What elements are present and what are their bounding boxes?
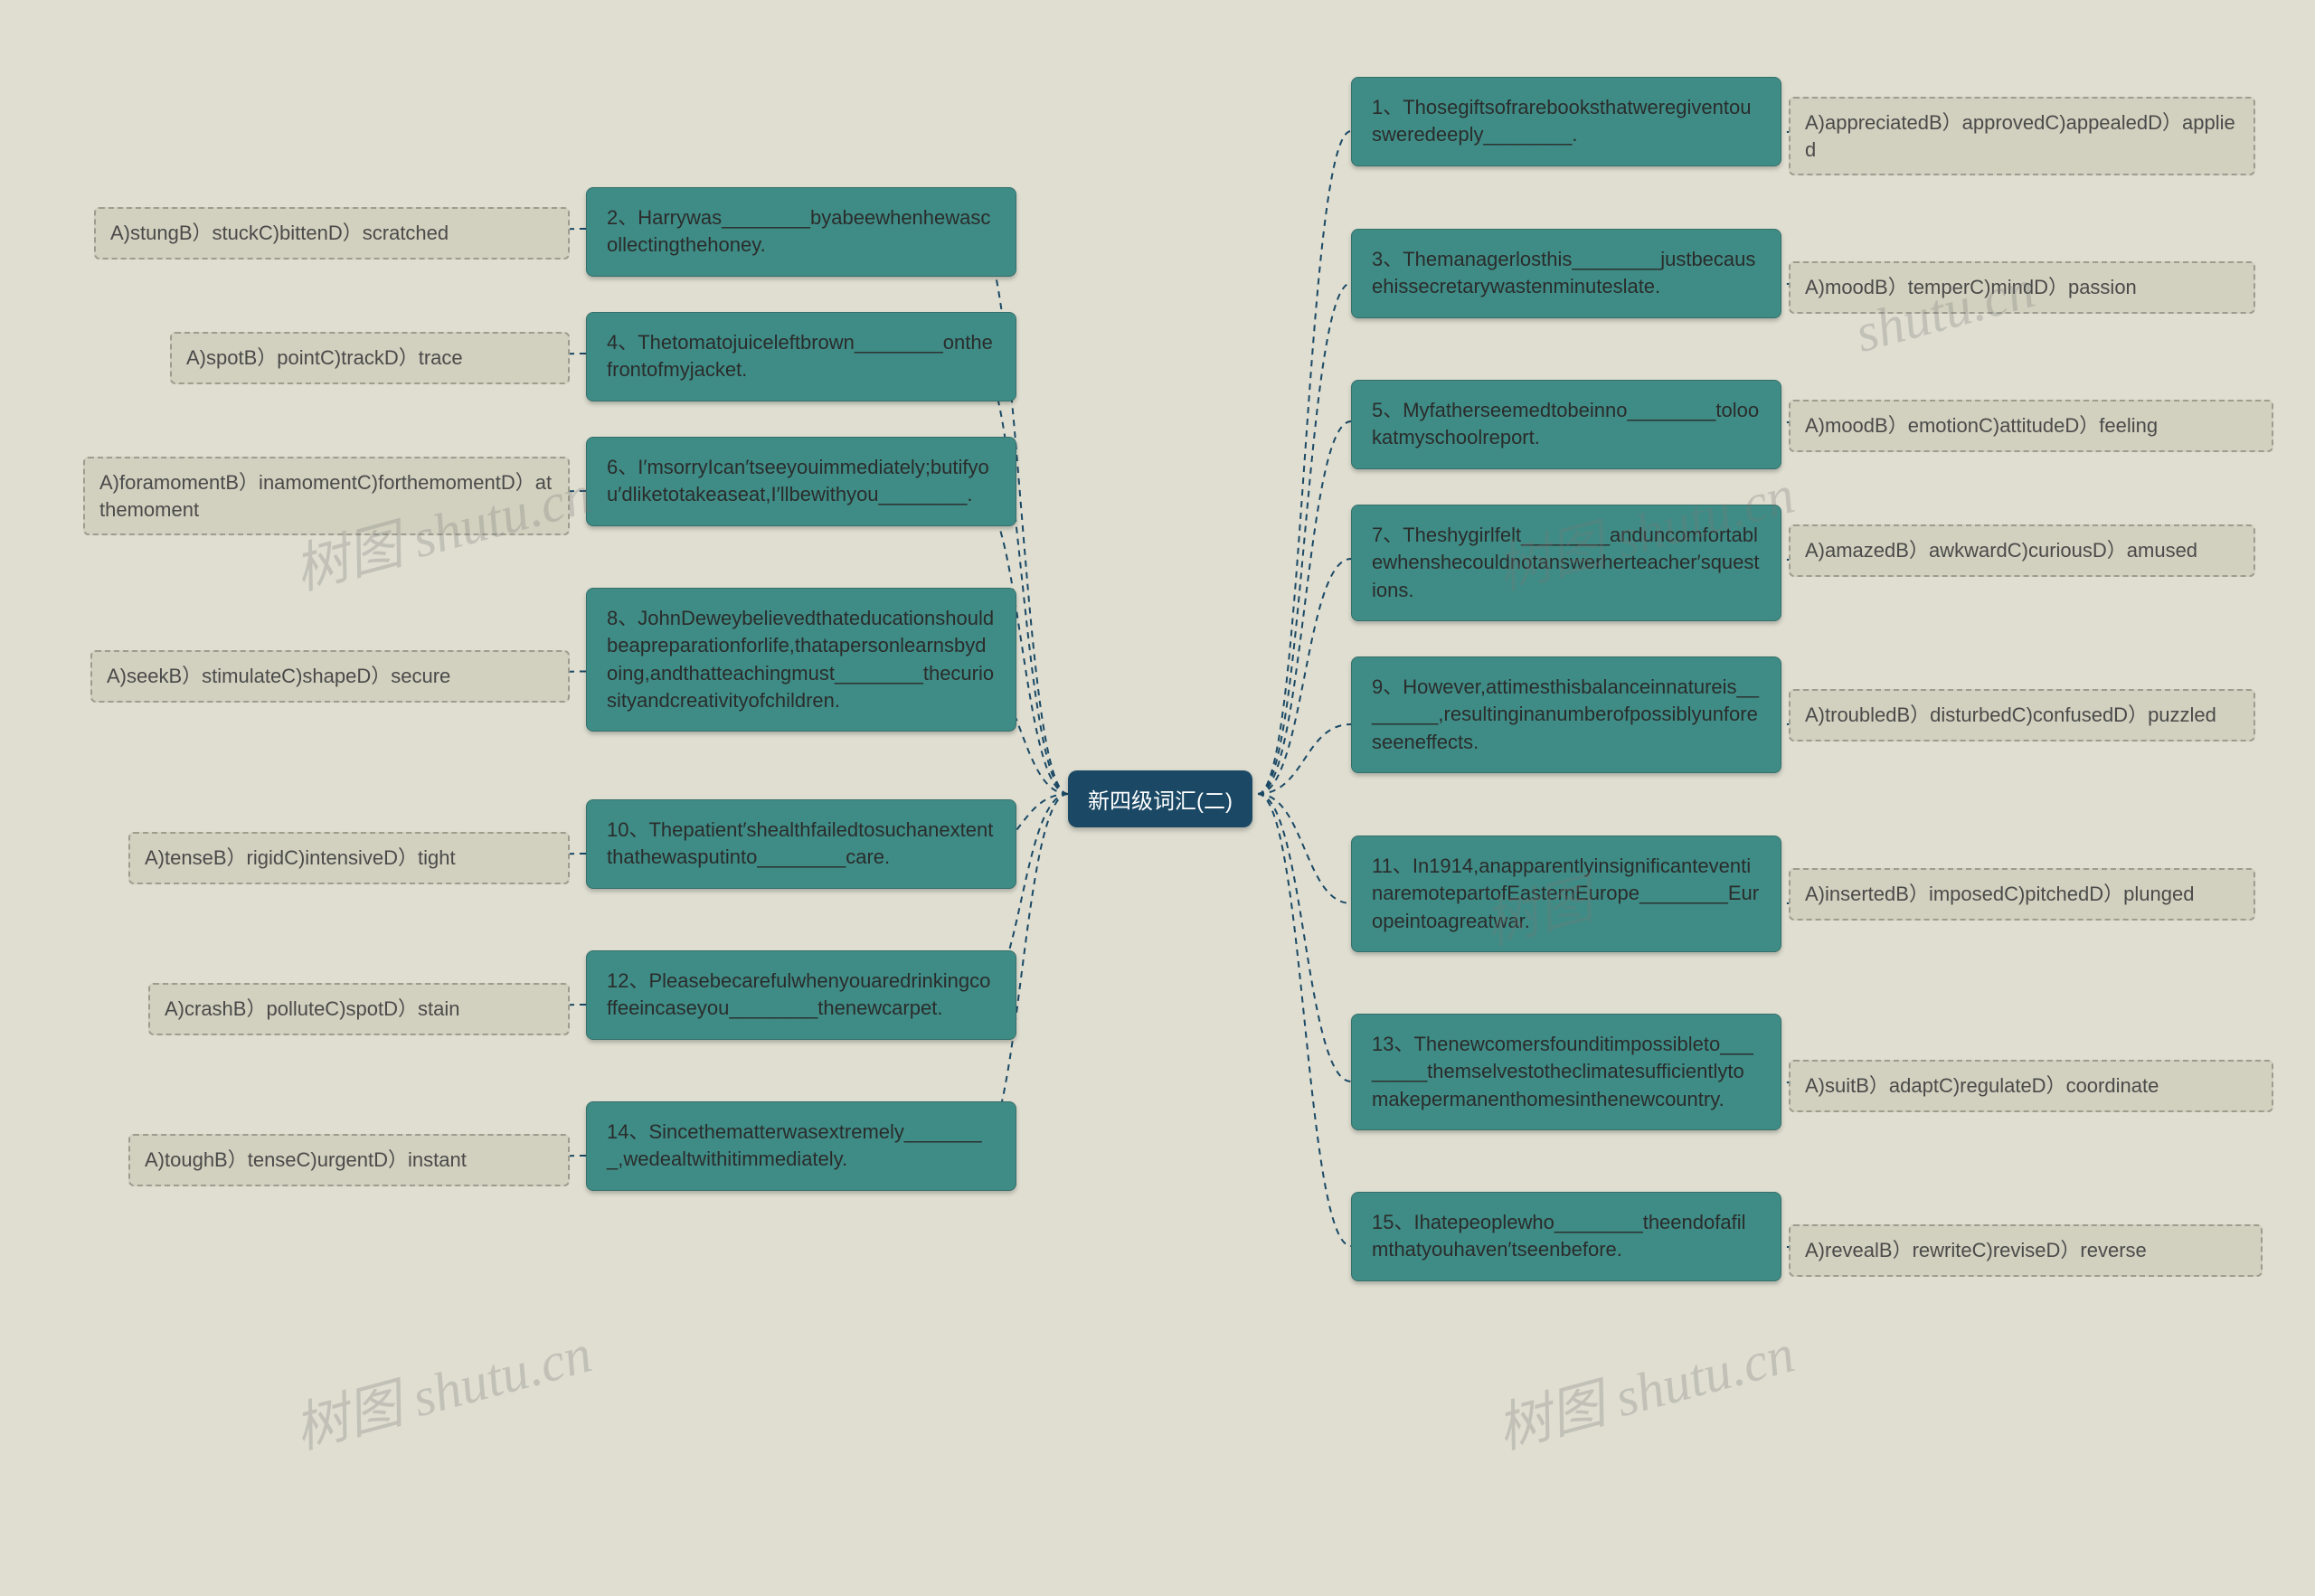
question-node[interactable]: 6、I′msorryIcan′tseeyouimmediately;butify…: [586, 437, 1016, 526]
question-node[interactable]: 12、Pleasebecarefulwhenyouaredrinkingcoff…: [586, 950, 1016, 1040]
answer-node: A)revealB）rewriteC)reviseD）reverse: [1789, 1224, 2263, 1277]
question-node[interactable]: 5、Myfatherseemedtobeinno________tolookat…: [1351, 380, 1781, 469]
answer-node: A)suitB）adaptC)regulateD）coordinate: [1789, 1060, 2273, 1112]
answer-node: A)seekB）stimulateC)shapeD）secure: [90, 650, 570, 703]
answer-node: A)crashB）polluteC)spotD）stain: [148, 983, 570, 1035]
answer-node: A)insertedB）imposedC)pitchedD）plunged: [1789, 868, 2255, 921]
question-node[interactable]: 7、Theshygirlfelt________anduncomfortable…: [1351, 505, 1781, 621]
connector: [1258, 724, 1351, 794]
answer-node: A)troubledB）disturbedC)confusedD）puzzled: [1789, 689, 2255, 741]
question-node[interactable]: 3、Themanagerlosthis________justbecausehi…: [1351, 229, 1781, 318]
question-node[interactable]: 8、JohnDeweybelievedthateducationshouldbe…: [586, 588, 1016, 732]
question-node[interactable]: 11、In1914,anapparentlyinsignificantevent…: [1351, 836, 1781, 952]
connector: [1258, 559, 1351, 794]
answer-node: A)moodB）emotionC)attitudeD）feeling: [1789, 400, 2273, 452]
question-node[interactable]: 10、Thepatient′shealthfailedtosuchanexten…: [586, 799, 1016, 889]
connector: [1258, 794, 1351, 1081]
answer-node: A)foramomentB）inamomentC)forthemomentD）a…: [83, 457, 570, 535]
answer-node: A)moodB）temperC)mindD）passion: [1789, 261, 2255, 314]
answer-node: A)tenseB）rigidC)intensiveD）tight: [128, 832, 570, 884]
question-node[interactable]: 4、Thetomatojuiceleftbrown________onthefr…: [586, 312, 1016, 401]
question-node[interactable]: 1、Thosegiftsofrarebooksthatweregiventous…: [1351, 77, 1781, 166]
answer-node: A)amazedB）awkwardC)curiousD）amused: [1789, 524, 2255, 577]
question-node[interactable]: 2、Harrywas________byabeewhenhewascollect…: [586, 187, 1016, 277]
question-node[interactable]: 15、Ihatepeoplewho________theendofafilmth…: [1351, 1192, 1781, 1281]
connector: [1258, 131, 1351, 794]
mindmap-root[interactable]: 新四级词汇(二): [1068, 770, 1252, 827]
connector: [1258, 421, 1351, 794]
question-node[interactable]: 9、However,attimesthisbalanceinnatureis__…: [1351, 656, 1781, 773]
watermark: 树图 shutu.cn: [284, 1309, 599, 1464]
connector: [1258, 794, 1351, 1246]
connector: [1258, 283, 1351, 794]
watermark: 树图 shutu.cn: [1487, 1309, 1801, 1464]
answer-node: A)toughB）tenseC)urgentD）instant: [128, 1134, 570, 1186]
answer-node: A)spotB）pointC)trackD）trace: [170, 332, 570, 384]
connector: [1258, 794, 1351, 903]
question-node[interactable]: 14、Sincethematterwasextremely________,we…: [586, 1101, 1016, 1191]
answer-node: A)appreciatedB）approvedC)appealedD）appli…: [1789, 97, 2255, 175]
question-node[interactable]: 13、Thenewcomersfounditimpossibleto______…: [1351, 1014, 1781, 1130]
answer-node: A)stungB）stuckC)bittenD）scratched: [94, 207, 570, 260]
